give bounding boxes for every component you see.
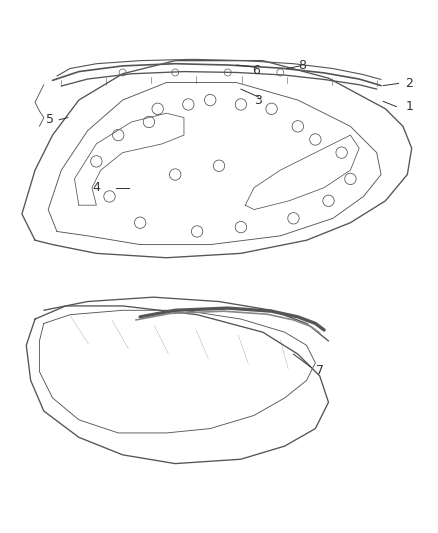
- Text: 5: 5: [46, 114, 54, 126]
- Text: 7: 7: [316, 364, 324, 377]
- Text: 1: 1: [406, 100, 413, 113]
- Text: 3: 3: [254, 94, 262, 108]
- Text: 2: 2: [406, 77, 413, 90]
- Text: 4: 4: [92, 181, 100, 194]
- Text: 8: 8: [298, 59, 306, 72]
- Text: 6: 6: [252, 64, 260, 77]
